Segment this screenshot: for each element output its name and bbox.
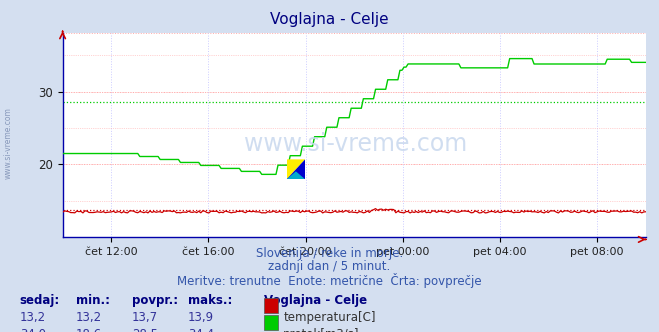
Text: 13,7: 13,7 bbox=[132, 311, 158, 324]
Text: 34,0: 34,0 bbox=[20, 328, 45, 332]
Text: temperatura[C]: temperatura[C] bbox=[283, 311, 376, 324]
Text: povpr.:: povpr.: bbox=[132, 294, 178, 307]
Text: 13,9: 13,9 bbox=[188, 311, 214, 324]
Text: maks.:: maks.: bbox=[188, 294, 232, 307]
Text: pretok[m3/s]: pretok[m3/s] bbox=[283, 328, 360, 332]
Text: 28,5: 28,5 bbox=[132, 328, 158, 332]
Text: www.si-vreme.com: www.si-vreme.com bbox=[244, 132, 467, 156]
Text: Meritve: trenutne  Enote: metrične  Črta: povprečje: Meritve: trenutne Enote: metrične Črta: … bbox=[177, 273, 482, 288]
Text: Voglajna - Celje: Voglajna - Celje bbox=[264, 294, 366, 307]
Text: 13,2: 13,2 bbox=[76, 311, 102, 324]
Text: zadnji dan / 5 minut.: zadnji dan / 5 minut. bbox=[268, 260, 391, 273]
Text: 18,6: 18,6 bbox=[76, 328, 102, 332]
Text: 13,2: 13,2 bbox=[20, 311, 46, 324]
Text: 34,4: 34,4 bbox=[188, 328, 214, 332]
Polygon shape bbox=[287, 159, 305, 179]
Text: www.si-vreme.com: www.si-vreme.com bbox=[4, 107, 13, 179]
Text: Slovenija / reke in morje.: Slovenija / reke in morje. bbox=[256, 247, 403, 260]
Text: sedaj:: sedaj: bbox=[20, 294, 60, 307]
Polygon shape bbox=[287, 159, 305, 179]
Text: Voglajna - Celje: Voglajna - Celje bbox=[270, 12, 389, 27]
Polygon shape bbox=[287, 171, 305, 179]
Text: min.:: min.: bbox=[76, 294, 110, 307]
